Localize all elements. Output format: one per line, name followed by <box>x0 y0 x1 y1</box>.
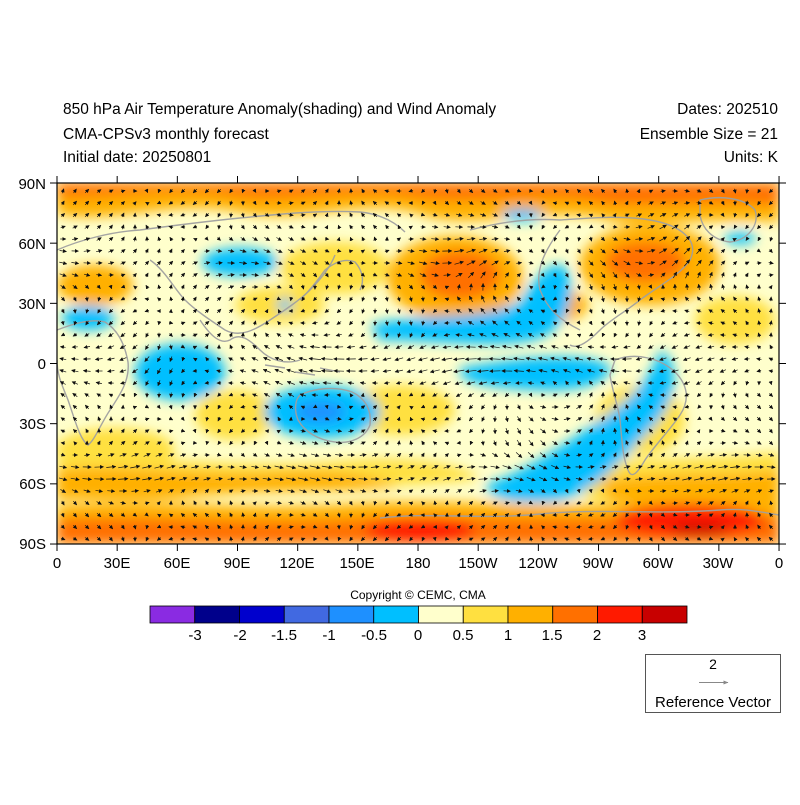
lon-label: 150E <box>339 555 374 572</box>
colorbar-box <box>463 606 508 623</box>
latitude-labels: 90N 60N 30N 0 30S 60S 90S <box>18 176 46 553</box>
lat-label: 60S <box>19 476 46 493</box>
lon-label: 30E <box>104 555 131 572</box>
colorbar-box <box>240 606 285 623</box>
lat-label: 0 <box>38 356 46 373</box>
lon-label: 90E <box>224 555 251 572</box>
lon-label: 60W <box>643 555 675 572</box>
lat-label: 90S <box>19 536 46 553</box>
longitude-labels: 0 30E 60E 90E 120E 150E 180 150W 120W 90… <box>53 555 783 572</box>
lon-label: 120W <box>518 555 558 572</box>
lon-label: 30W <box>703 555 735 572</box>
colorbar-box <box>150 606 195 623</box>
colorbar-box <box>419 606 464 623</box>
colorbar-box <box>508 606 553 623</box>
map-plot-area <box>55 183 779 544</box>
colorbar <box>150 606 687 623</box>
colorbar-label: 1.5 <box>542 627 563 644</box>
lat-label: 90N <box>18 176 46 193</box>
copyright-note: Copyright © CEMC, CMA <box>0 588 800 602</box>
colorbar-label: 1 <box>504 627 512 644</box>
colorbar-box <box>284 606 329 623</box>
colorbar-label: -3 <box>188 627 201 644</box>
reference-vector-box: 2 Reference Vector <box>645 654 781 713</box>
lon-label: 90W <box>583 555 615 572</box>
colorbar-box <box>553 606 598 623</box>
colorbar-box <box>374 606 419 623</box>
lat-label: 30S <box>19 416 46 433</box>
colorbar-box <box>642 606 687 623</box>
colorbar-box <box>195 606 240 623</box>
colorbar-box <box>598 606 643 623</box>
colorbar-label: 0.5 <box>453 627 474 644</box>
colorbar-label: -2 <box>233 627 246 644</box>
colorbar-label: 3 <box>638 627 646 644</box>
lat-label: 30N <box>18 296 46 313</box>
colorbar-label: -1 <box>322 627 335 644</box>
colorbar-label: 2 <box>593 627 601 644</box>
colorbar-label: 0 <box>414 627 422 644</box>
lon-label: 150W <box>458 555 498 572</box>
colorbar-box <box>329 606 374 623</box>
lon-label: 120E <box>279 555 314 572</box>
lon-label: 0 <box>775 555 783 572</box>
colorbar-label: -1.5 <box>271 627 297 644</box>
lon-label: 180 <box>405 555 430 572</box>
reference-vector-label: Reference Vector <box>646 694 780 711</box>
colorbar-labels: -3 -2 -1.5 -1 -0.5 0 0.5 1 1.5 2 3 <box>188 627 646 644</box>
lat-label: 60N <box>18 236 46 253</box>
lon-label: 60E <box>164 555 191 572</box>
colorbar-label: -0.5 <box>361 627 387 644</box>
lon-label: 0 <box>53 555 61 572</box>
